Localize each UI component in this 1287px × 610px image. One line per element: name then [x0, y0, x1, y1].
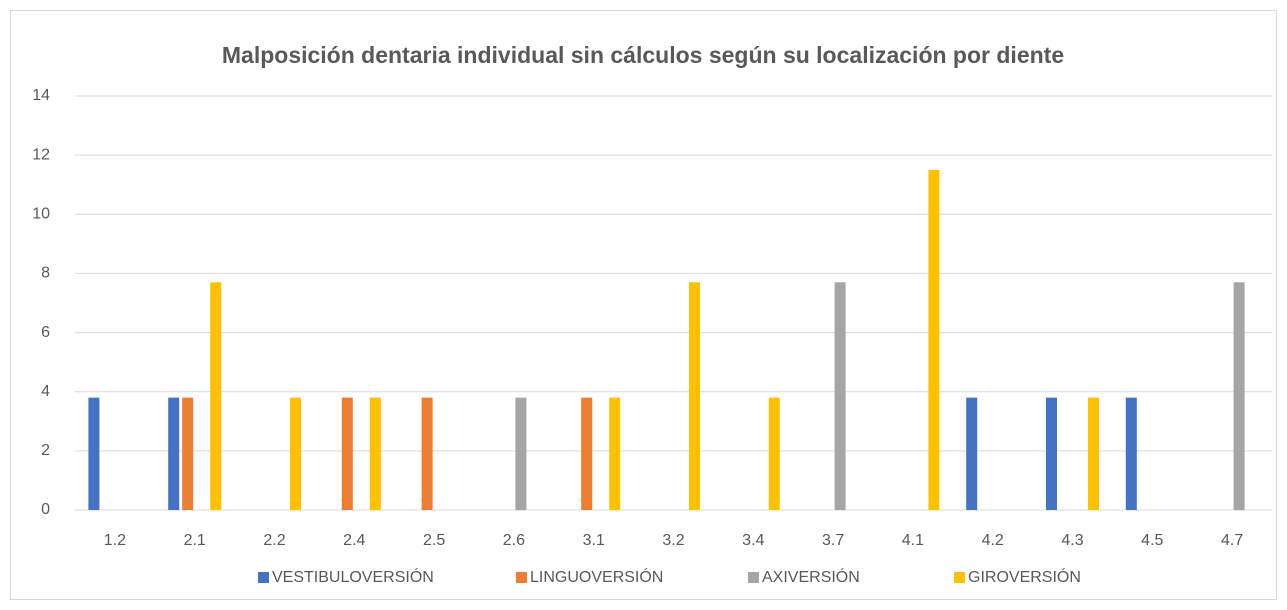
bar [369, 397, 381, 510]
y-tick-label: 0 [41, 501, 50, 518]
bar [515, 397, 527, 510]
x-tick-label: 4.7 [1221, 532, 1243, 549]
bar [1088, 397, 1099, 510]
chart-border [10, 10, 1277, 600]
y-tick-label: 12 [32, 146, 50, 163]
y-tick-label: 14 [32, 87, 50, 104]
bar [168, 397, 180, 510]
bar [1046, 397, 1057, 510]
bar [581, 397, 593, 510]
bar [609, 397, 621, 510]
y-tick-label: 6 [41, 324, 50, 341]
legend-swatch [748, 572, 759, 583]
bar [834, 282, 846, 510]
y-tick-label: 8 [41, 265, 50, 282]
legend-label: LINGUOVERSIÓN [530, 567, 663, 586]
bar [421, 397, 433, 510]
legend-swatch [954, 572, 965, 583]
x-tick-label: 2.4 [343, 532, 365, 549]
x-tick-label: 3.4 [742, 532, 764, 549]
x-tick-label: 3.2 [662, 532, 684, 549]
bar [928, 169, 940, 510]
y-tick-label: 4 [41, 383, 50, 400]
bar [966, 397, 978, 510]
bar [290, 397, 301, 510]
x-tick-label: 1.2 [104, 532, 126, 549]
legend-label: VESTIBULOVERSIÓN [272, 567, 434, 586]
legend-label: GIROVERSIÓN [968, 567, 1081, 586]
x-tick-label: 2.6 [503, 532, 525, 549]
x-tick-label: 3.7 [822, 532, 844, 549]
x-tick-label: 4.5 [1141, 532, 1163, 549]
bar [768, 397, 780, 510]
bar [689, 282, 700, 510]
x-tick-label: 4.3 [1061, 532, 1083, 549]
legend-label: AXIVERSIÓN [762, 567, 860, 586]
y-tick-label: 10 [32, 206, 50, 223]
x-tick-label: 2.2 [263, 532, 285, 549]
x-tick-label: 2.1 [184, 532, 206, 549]
x-tick-label: 3.1 [583, 532, 605, 549]
bar [210, 282, 222, 510]
x-tick-label: 2.5 [423, 532, 445, 549]
bar [88, 397, 100, 510]
bar [1125, 397, 1137, 510]
x-tick-label: 4.2 [982, 532, 1004, 549]
legend-swatch [258, 572, 269, 583]
chart-title: Malposición dentaria individual sin cálc… [222, 42, 1064, 68]
legend-swatch [516, 572, 527, 583]
bar [1233, 282, 1245, 510]
bar [341, 397, 353, 510]
bar [182, 397, 194, 510]
x-tick-label: 4.1 [902, 532, 924, 549]
y-tick-label: 2 [41, 442, 50, 459]
